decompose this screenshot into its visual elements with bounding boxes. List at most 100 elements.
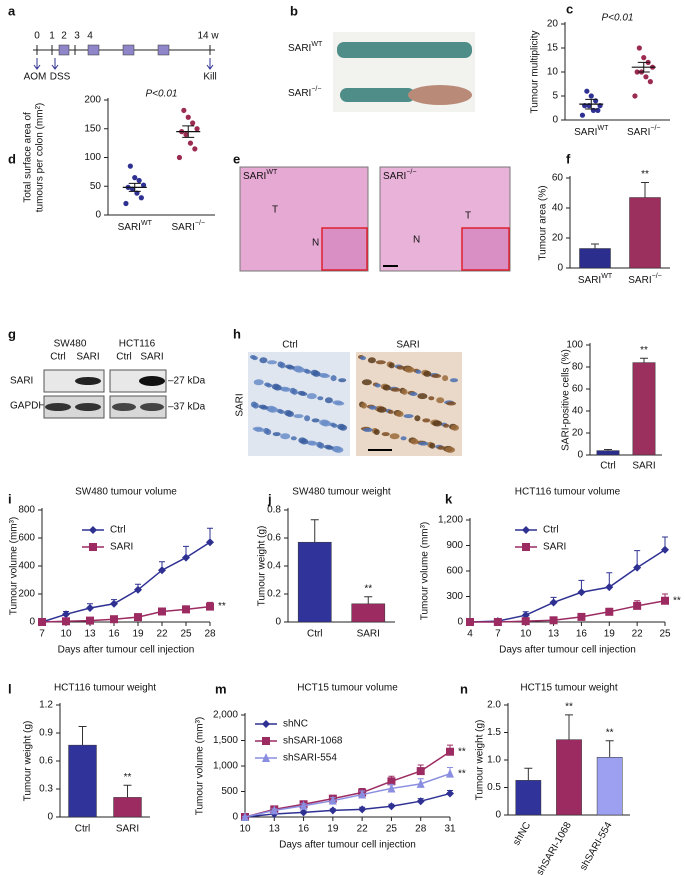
nucleus — [307, 441, 318, 446]
x-tick-label: 7 — [39, 629, 45, 640]
nucleus — [259, 357, 268, 364]
marker — [270, 805, 279, 815]
band — [140, 403, 164, 411]
dss-cycle — [87, 44, 100, 56]
bar — [596, 757, 623, 816]
panel-letter: j — [267, 491, 272, 506]
error-bar — [565, 714, 573, 740]
nucleus — [294, 366, 305, 373]
nucleus — [273, 384, 282, 391]
chart-title: P<0.01 — [146, 89, 178, 100]
nucleus — [305, 369, 311, 374]
nucleus — [376, 406, 387, 413]
marker — [446, 768, 454, 778]
nucleus — [260, 405, 269, 410]
significance: ** — [565, 702, 573, 713]
x-tick-label: 4 — [467, 629, 473, 640]
data-point — [181, 107, 187, 113]
series-line — [469, 549, 666, 623]
marker — [661, 545, 669, 554]
nucleus — [304, 415, 311, 422]
x-tick-label: shSARI-554 — [578, 820, 615, 873]
x-tick-label: SARI−/− — [172, 220, 205, 233]
y-tick-label: 0 — [457, 617, 463, 628]
y-axis-title: Tumour weight (g) — [257, 526, 268, 607]
y-tick-label: 0.8 — [267, 505, 281, 516]
x-tick-label: 10 — [239, 824, 251, 835]
marker — [466, 618, 474, 626]
x-tick-label: 10 — [520, 629, 532, 640]
data-point — [185, 114, 191, 120]
band — [45, 403, 71, 411]
error-bar — [585, 98, 598, 110]
y-tick-label: 800 — [18, 505, 35, 516]
significance: ** — [458, 768, 466, 779]
marker — [387, 777, 396, 786]
y-tick-label: 10 — [547, 67, 559, 78]
chart-title: HCT15 tumour weight — [520, 683, 617, 694]
x-tick-label: 31 — [444, 824, 456, 835]
significance: ** — [673, 595, 681, 606]
nucleus — [312, 370, 321, 377]
dss-cycle — [157, 44, 170, 56]
event-label: AOM — [24, 72, 47, 83]
y-tick-label: 0 — [577, 450, 583, 461]
region-label: T — [272, 205, 278, 216]
x-tick-label: 7 — [495, 629, 501, 640]
nucleus — [254, 427, 265, 432]
data-point — [634, 69, 640, 75]
y-tick-label: 150 — [84, 123, 101, 134]
y-tick-label: 400 — [18, 561, 35, 572]
nucleus — [278, 409, 285, 414]
nucleus — [361, 379, 372, 386]
blot — [109, 395, 167, 419]
nucleus — [320, 374, 331, 378]
panel-letter: f — [566, 151, 571, 166]
marker — [262, 720, 270, 728]
y-tick-label: 1,500 — [213, 735, 238, 746]
marker — [89, 526, 97, 534]
dss-cycle — [58, 44, 70, 56]
nucleus — [429, 442, 436, 449]
y-tick-label: 60 — [552, 173, 564, 184]
x-tick-label: 19 — [132, 629, 144, 640]
nucleus — [333, 446, 344, 453]
nucleus — [414, 415, 421, 422]
data-point — [127, 163, 133, 169]
image-label: SARI−/− — [383, 169, 416, 182]
error-bar — [78, 725, 87, 746]
x-tick-label: 19 — [604, 629, 616, 640]
x-tick-label: shNC — [511, 820, 533, 847]
y-tick-label: 600 — [18, 533, 35, 544]
series-line — [244, 792, 451, 818]
y-tick-label: 0.9 — [39, 728, 53, 739]
marker — [605, 583, 614, 592]
marker — [89, 543, 97, 551]
x-tick-label: 19 — [327, 824, 339, 835]
marker — [416, 797, 425, 806]
error-bar — [364, 596, 373, 604]
nucleus — [382, 384, 391, 391]
bar — [556, 739, 582, 816]
bar — [579, 248, 611, 269]
nucleus — [396, 365, 405, 370]
chart-title: HCT15 tumour volume — [297, 683, 398, 694]
significance: ** — [458, 746, 466, 757]
y-tick-label: 0.3 — [39, 784, 53, 795]
y-axis-title: Tumour volume (mm³) — [195, 717, 206, 816]
data-point — [636, 45, 642, 51]
nucleus — [253, 379, 264, 386]
y-tick-label: 200 — [18, 589, 35, 600]
nucleus — [404, 366, 415, 373]
marker — [549, 598, 558, 607]
marker — [328, 806, 337, 815]
data-point — [123, 200, 129, 207]
marker — [416, 778, 425, 788]
nucleus — [325, 445, 334, 450]
nucleus — [445, 446, 456, 453]
y-tick-label: 40 — [572, 406, 584, 417]
band — [75, 403, 101, 411]
marker — [110, 599, 118, 608]
data-point — [132, 175, 138, 181]
significance: ** — [606, 727, 614, 738]
